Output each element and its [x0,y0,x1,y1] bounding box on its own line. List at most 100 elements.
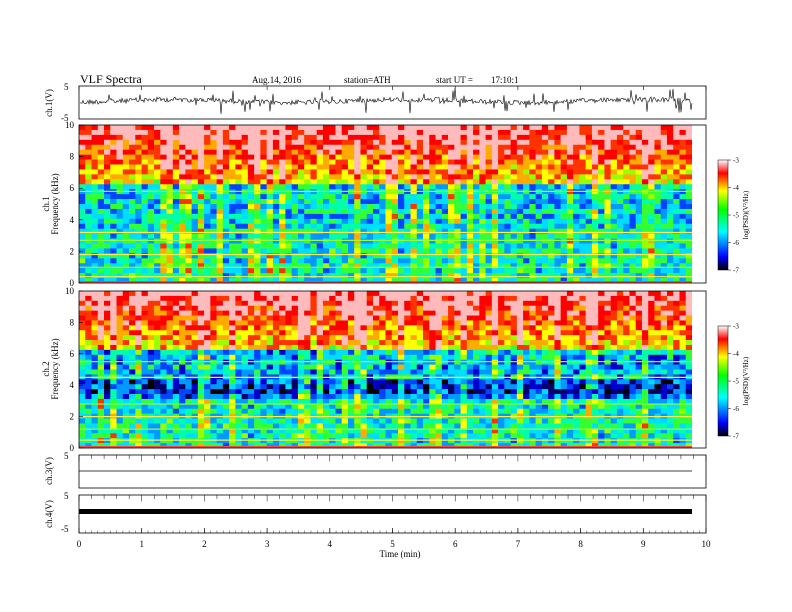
spectrogram-cell [85,129,92,136]
spectrogram-cell [304,349,311,356]
spectrogram-cell [316,238,324,244]
spectrogram-cell [104,194,111,200]
spectrogram-cell [404,418,411,424]
spectrogram-cell [166,218,174,225]
spectrogram-cell [441,179,449,185]
spectrogram-cell [310,164,317,170]
spectrogram-cell [197,164,205,170]
spectrogram-cell [179,253,186,259]
spectrogram-cell [241,223,249,229]
spectrogram-cell [110,384,117,390]
spectrogram-cell [266,291,274,297]
spectrogram-cell [135,418,142,424]
spectrogram-cell [398,340,405,346]
spectrogram-cell [566,159,574,165]
spectrogram-cell [147,423,155,429]
spectrogram-cell [129,305,136,311]
spectrogram-cell [97,408,105,414]
spectrogram-cell [254,144,261,150]
spectrogram-cell [116,149,124,155]
spectrogram-cell [247,223,255,229]
spectrogram-cell [610,268,618,274]
spectrogram-cell [210,238,217,244]
spectrogram-cell [360,423,368,429]
spectrogram-cell [116,320,124,326]
spectrogram-cell [441,169,449,175]
spectrogram-cell [504,248,511,254]
spectrogram-cell [435,243,443,249]
spectrogram-cell [222,253,230,259]
spectrogram-cell [216,335,224,341]
spectrogram-cell [510,199,518,205]
spectrogram-cell [110,184,117,190]
spectrogram-cell [297,384,305,390]
spectrogram-cell [197,428,205,434]
spectrogram-cell [398,248,405,254]
spectrogram-cell [423,213,430,220]
spectrogram-cell [560,204,568,210]
spectrogram-cell [335,364,343,370]
spectrogram-cell [416,320,424,326]
spectrogram-cell [316,184,324,190]
spectrogram-cell [354,134,361,141]
spectrogram-cell [179,164,186,170]
spectrogram-cell [448,199,455,205]
spectrogram-cell [154,208,161,215]
spectrogram-cell [141,278,149,284]
spectrogram-cell [685,233,693,239]
spectrogram-cell [116,364,124,370]
spectrogram-cell [354,179,361,185]
spectrogram-cell [423,129,430,136]
spectrogram-cell [79,213,86,220]
spectrogram-cell [160,164,167,170]
spectrogram-cell [498,199,505,205]
spectrogram-cell [285,359,292,365]
spectrogram-cell [410,344,418,351]
spectrogram-cell [79,305,86,311]
spectrogram-cell [498,179,505,185]
spectrogram-cell [473,248,480,254]
spectrogram-cell [460,263,468,269]
spectrogram-cell [154,379,161,385]
spectrogram-cell [147,325,155,331]
spectrogram-cell [391,389,399,395]
spectrogram-cell [97,335,105,341]
spectrogram-cell [460,208,468,215]
spectrogram-cell [610,125,618,131]
spectrogram-cell [529,129,536,136]
spectrogram-cell [666,179,674,185]
spectrogram-cell [673,228,680,234]
spectrogram-cell [91,194,99,200]
spectrogram-cell [222,369,230,375]
spectrogram-cell [229,204,236,210]
spectrogram-cell [460,134,468,141]
spectrogram-cell [272,325,280,331]
spectrogram-cell [235,258,242,264]
spectrogram-cell [629,228,637,234]
spectrogram-cell [197,389,205,395]
spectrogram-cell [254,218,261,225]
spectrogram-cell [498,159,505,165]
spectrogram-cell [560,208,568,215]
spectrogram-cell [460,174,468,180]
spectrogram-cell [266,233,274,239]
spectrogram-cell [85,238,92,244]
spectrogram-cell [266,384,274,390]
spectrogram-cell [191,248,199,254]
spectrogram-cell [429,233,436,239]
spectrogram-cell [185,164,192,170]
spectrogram-cell [235,325,242,331]
spectrogram-cell [304,223,311,229]
spectrogram-cell [210,233,217,239]
spectrogram-cell [297,228,305,234]
spectrogram-cell [366,369,374,375]
spectrogram-cell [598,159,605,165]
spectrogram-cell [197,159,205,165]
spectrogram-cell [529,149,536,155]
spectrogram-cell [560,258,568,264]
spectrogram-cell [548,129,555,136]
spectrogram-cell [441,174,449,180]
spectrogram-cell [379,129,386,136]
spectrogram-cell [598,204,605,210]
spectrogram-cell [141,443,149,449]
